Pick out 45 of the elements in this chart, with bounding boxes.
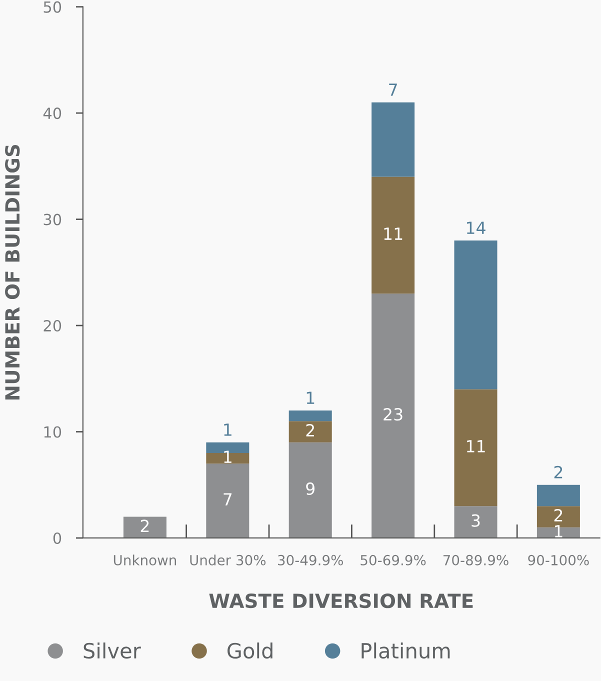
data-label: 14 [466,222,486,234]
legend-label: Silver [84,642,141,659]
x-tick-label: Under 30% [190,554,266,566]
x-tick-label: 90-100% [528,554,589,566]
data-label: 2 [554,508,562,522]
data-label: 1 [554,525,562,538]
bar [454,389,498,506]
bar [536,484,580,506]
y-tick-label: 20 [44,320,62,332]
x-axis-title: WASTE DIVERSION RATE [209,593,473,608]
y-tick-label: 30 [44,214,62,226]
x-tick-label: 70-89.9% [443,554,508,566]
bar [372,294,415,538]
bar [454,506,498,538]
bar [288,442,332,538]
y-axis-title: NUMBER OF BUILDINGS [5,144,20,400]
x-tick-label: 50-69.9% [360,554,426,566]
y-tick-label: 10 [44,426,62,438]
bar [372,102,415,177]
x-tick-label: Unknown [114,554,176,566]
bar [372,176,415,294]
y-tick-label: 40 [43,108,62,120]
bar [288,421,332,442]
data-label: 2 [140,520,149,532]
data-label: 11 [466,440,485,452]
y-tick-label: 50 [44,1,62,13]
legend-label: Platinum [362,642,450,659]
bar [123,516,166,538]
y-tick-label: 0 [53,532,62,544]
data-label: 11 [384,228,402,240]
data-label: 1 [224,450,232,463]
data-label: 23 [384,408,402,421]
data-label: 1 [224,424,232,436]
data-label: 3 [472,514,480,527]
data-label: 1 [306,392,314,404]
bar [454,240,498,390]
x-tick-label: 30-49.9% [278,554,343,566]
bar [206,464,250,538]
legend-label: Gold [228,642,272,659]
data-label: 2 [306,424,314,436]
data-label: 7 [224,493,232,506]
data-label: 9 [306,482,314,496]
data-label: 2 [554,466,562,478]
bar [288,410,332,422]
data-label: 7 [389,84,397,96]
